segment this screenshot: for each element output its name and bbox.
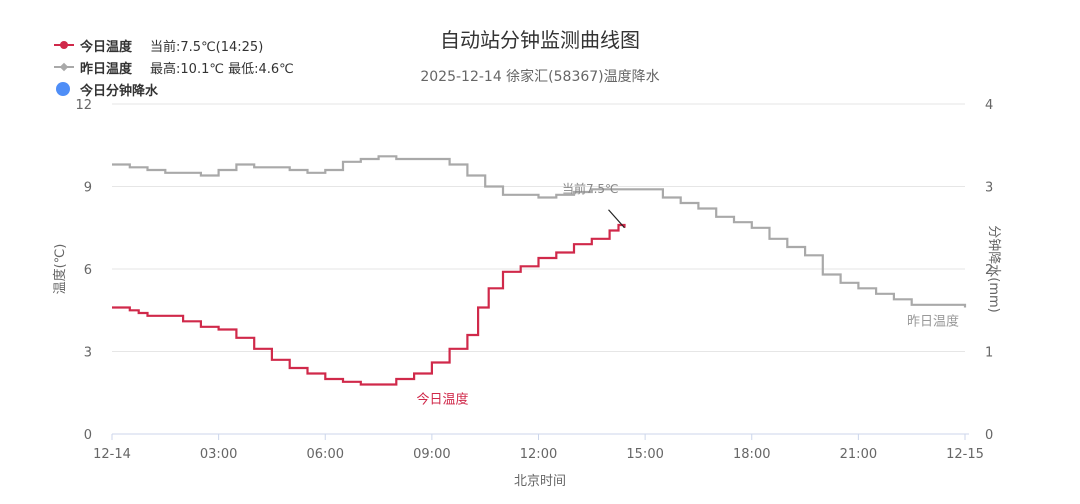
legend-item-yesterday[interactable]: 昨日温度 最高:10.1℃ 最低:4.6℃ bbox=[54, 56, 294, 78]
x-tick-label-3: 09:00 bbox=[413, 447, 450, 462]
yesterday-series-label: 昨日温度 bbox=[907, 314, 959, 330]
x-tick-label-2: 06:00 bbox=[307, 447, 344, 462]
today-line-marker-icon bbox=[54, 40, 74, 50]
x-axis-title: 北京时间 bbox=[513, 474, 566, 489]
y2-tick-label-4: 4 bbox=[985, 98, 993, 113]
precip-dot-icon bbox=[54, 82, 74, 96]
today-temp-line bbox=[112, 223, 626, 386]
legend-info-yesterday: 最高:10.1℃ 最低:4.6℃ bbox=[150, 61, 294, 77]
x-tick-label-6: 18:00 bbox=[733, 447, 770, 462]
yesterday-temp-line bbox=[112, 155, 967, 308]
x-tick-label-5: 15:00 bbox=[626, 447, 663, 462]
legend-label-yesterday: 昨日温度 bbox=[80, 61, 133, 77]
y2-tick-label-2: 2 bbox=[985, 263, 993, 278]
legend-label-precip: 今日分钟降水 bbox=[80, 83, 159, 99]
y-tick-label-2: 6 bbox=[84, 263, 92, 278]
axes: 12-14 03:00 06:00 09:00 12:00 15:00 18:00 21:00… bbox=[52, 98, 1002, 462]
legend-label-today: 今日温度 bbox=[80, 39, 133, 55]
x-tick-label-1: 03:00 bbox=[200, 447, 237, 462]
y2-tick-label-3: 3 bbox=[985, 181, 993, 196]
legend: 今日温度 当前:7.5℃(14:25) 昨日温度 最高:10.1℃ 最低:4.6… bbox=[54, 34, 294, 100]
legend-item-today[interactable]: 今日温度 当前:7.5℃(14:25) bbox=[54, 34, 294, 56]
legend-info-today: 当前:7.5℃(14:25) bbox=[150, 39, 264, 55]
y2-tick-label-1: 1 bbox=[985, 346, 993, 361]
chart-title: 自动站分钟监测曲线图 bbox=[440, 28, 640, 52]
x-tick-label-8: 12-15 bbox=[946, 447, 984, 462]
current-annotation-pointer bbox=[608, 209, 625, 229]
today-series-label: 今日温度 bbox=[417, 391, 469, 407]
y-axis-title: 温度(℃) bbox=[52, 244, 68, 295]
y-tick-label-1: 3 bbox=[84, 346, 92, 361]
chart-subtitle: 2025-12-14 徐家汇(58367)温度降水 bbox=[420, 69, 660, 85]
grid-lines bbox=[112, 103, 965, 352]
series-lines bbox=[112, 155, 967, 386]
y2-tick-label-0: 0 bbox=[985, 428, 993, 443]
x-tick-label-7: 21:00 bbox=[840, 447, 877, 462]
yesterday-line-marker-icon bbox=[54, 62, 74, 72]
current-annotation-label: 当前7.5℃ bbox=[562, 181, 619, 196]
y-tick-label-4: 12 bbox=[75, 98, 92, 113]
y2-axis-title: 分钟降水(mm) bbox=[986, 225, 1002, 312]
y-tick-label-3: 9 bbox=[84, 181, 92, 196]
y-tick-label-0: 0 bbox=[84, 428, 92, 443]
x-tick-label-4: 12:00 bbox=[520, 447, 557, 462]
legend-item-precip[interactable]: 今日分钟降水 bbox=[54, 78, 294, 100]
x-tick-label-0: 12-14 bbox=[93, 447, 131, 462]
data-labels: 当前7.5℃ 今日温度 昨日温度 bbox=[417, 181, 959, 408]
